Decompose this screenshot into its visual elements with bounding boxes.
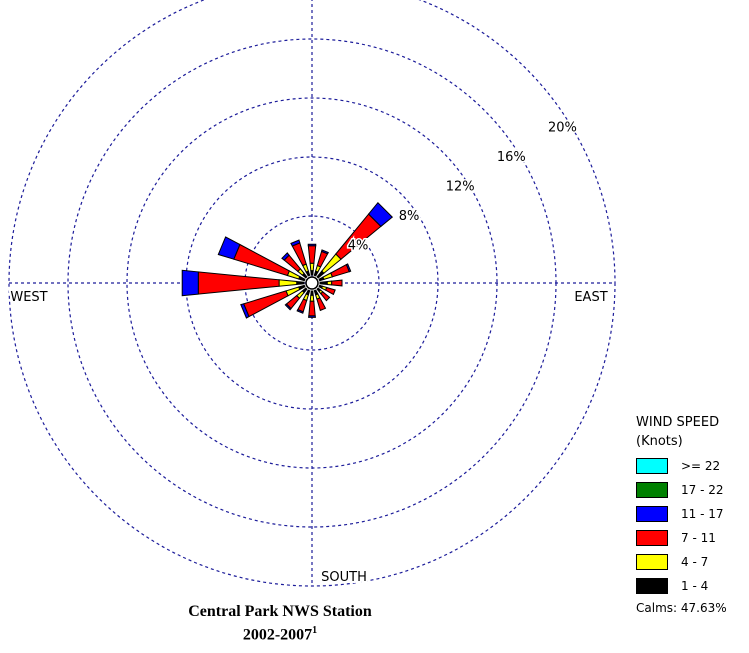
legend-swatch (636, 578, 668, 594)
legend-units: (Knots) (636, 434, 683, 449)
direction-label-west: WEST (10, 290, 47, 305)
rose-petals (181, 201, 394, 319)
petal-157.5-7-11 (316, 297, 327, 312)
ring-20 (8, 0, 616, 587)
footnote-marker: 1 (312, 625, 318, 636)
petal-0-1-4 (310, 270, 314, 276)
petal-45-11-17 (367, 201, 394, 228)
petal-0-11-17 (307, 243, 317, 247)
ring-label-8: 8% (399, 209, 420, 224)
legend-entry: 4 - 7 (636, 551, 749, 575)
rose-labels: 4%8%12%16%20%NORTHSOUTHEASTWEST (8, 0, 609, 587)
petal-67.5-11-17 (345, 263, 352, 273)
petal-270-7-11 (197, 271, 280, 295)
ring-label-20: 20% (548, 121, 577, 136)
petal-67.5-7-11 (330, 263, 350, 278)
legend-swatch (636, 506, 668, 522)
legend-entry: 11 - 17 (636, 503, 749, 527)
legend-entries: >= 22 17 - 22 11 - 17 7 - 11 4 - 7 1 - 4 (636, 455, 749, 599)
legend-entry: >= 22 (636, 455, 749, 479)
ring-label-12: 12% (446, 180, 475, 195)
petal-270-4-7 (278, 279, 298, 287)
petal-90-7-11 (331, 279, 343, 287)
petal-112.5-7-11 (324, 286, 336, 296)
legend-title: WIND SPEED (636, 415, 720, 430)
petal-225-11-17 (284, 303, 292, 311)
legend-entry: 7 - 11 (636, 527, 749, 551)
petal-180-4-7 (309, 294, 315, 302)
calms-label: Calms: 47.63% (636, 601, 727, 615)
legend-label: 1 - 4 (681, 579, 709, 593)
petal-0-4-7 (309, 262, 315, 272)
legend-label: >= 22 (681, 459, 721, 473)
petal-292.5-7-11 (233, 243, 290, 277)
legend-label: 7 - 11 (681, 531, 716, 545)
petal-180-1-4 (310, 290, 314, 296)
direction-label-east: EAST (574, 290, 607, 305)
legend-swatch (636, 554, 668, 570)
petal-202.5-11-17 (296, 308, 304, 314)
chart-title: Central Park NWS Station (188, 603, 372, 620)
direction-label-south: SOUTH (321, 570, 367, 585)
petal-22.5-11-17 (321, 249, 330, 255)
petal-247.5-7-11 (243, 290, 289, 318)
petal-247.5-11-17 (240, 303, 250, 319)
petal-292.5-11-17 (217, 236, 241, 260)
petal-270-1-4 (296, 280, 305, 286)
legend-swatch (636, 458, 668, 474)
petal-180-11-17 (308, 315, 316, 318)
petal-270-11-17 (181, 269, 199, 297)
legend-label: 11 - 17 (681, 507, 724, 521)
chart-subtitle: 2002-20071 (242, 625, 318, 644)
legend-swatch (636, 482, 668, 498)
legend-swatch (636, 530, 668, 546)
petal-90-1-4 (319, 280, 328, 286)
ring-label-16: 16% (497, 150, 526, 165)
legend-label: 17 - 22 (681, 483, 724, 497)
ring-label-4: 4% (348, 239, 369, 254)
calm-circle (305, 276, 319, 290)
petal-0-7-11 (307, 245, 317, 264)
legend-entry: 1 - 4 (636, 575, 749, 599)
petal-337.5-11-17 (290, 239, 301, 247)
legend-label: 4 - 7 (681, 555, 709, 569)
petal-90-4-7 (326, 280, 333, 286)
petal-315-11-17 (281, 252, 290, 261)
legend: WIND SPEED (Knots) >= 22 17 - 22 11 - 17 7 … (636, 413, 749, 615)
petal-180-7-11 (308, 300, 316, 317)
legend-entry: 17 - 22 (636, 479, 749, 503)
petal-135-7-11 (320, 291, 331, 302)
